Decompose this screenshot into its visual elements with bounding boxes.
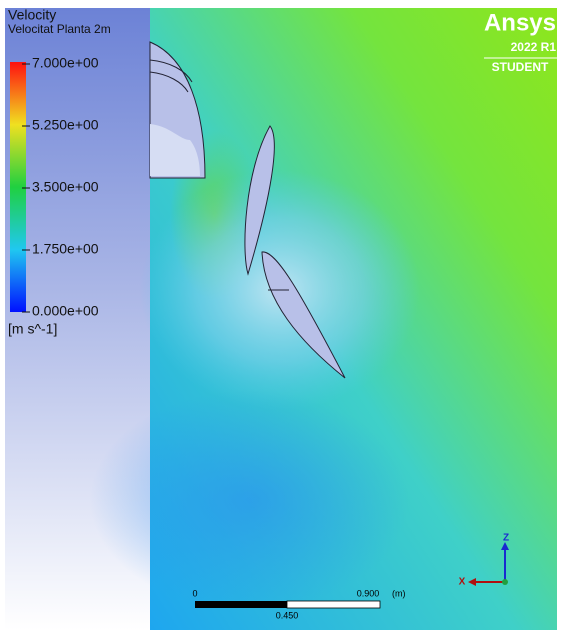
x-label: X — [459, 577, 466, 588]
legend-title: Velocity — [8, 7, 56, 23]
scale-end: 0.900 — [357, 588, 380, 598]
scale-middle: 0.450 — [276, 610, 299, 620]
logo-edition: STUDENT — [492, 60, 549, 74]
color-bar-label: 5.250e+00 — [32, 117, 99, 133]
color-bar-label: 7.000e+00 — [32, 55, 99, 71]
page: Velocity Velocitat Planta 2m 7.000e+00 5.… — [0, 0, 562, 630]
color-bar — [10, 62, 26, 312]
legend-unit: [m s^-1] — [8, 321, 57, 337]
logo-version: 2022 R1 — [511, 40, 557, 54]
z-label: Z — [503, 533, 509, 544]
logo-brand: Ansys — [484, 9, 556, 36]
legend-subtitle: Velocitat Planta 2m — [8, 22, 111, 36]
scale-start: 0 — [192, 588, 197, 598]
viewport: Velocity Velocitat Planta 2m 7.000e+00 5.… — [0, 0, 562, 630]
axis-origin — [502, 579, 508, 585]
color-bar-label: 1.750e+00 — [32, 241, 99, 257]
scale-black — [195, 601, 287, 608]
color-bar-label: 0.000e+00 — [32, 303, 99, 319]
scale-unit: (m) — [392, 588, 406, 598]
scale-white — [287, 601, 380, 608]
low-velocity-region — [90, 390, 410, 610]
color-bar-label: 3.500e+00 — [32, 179, 99, 195]
